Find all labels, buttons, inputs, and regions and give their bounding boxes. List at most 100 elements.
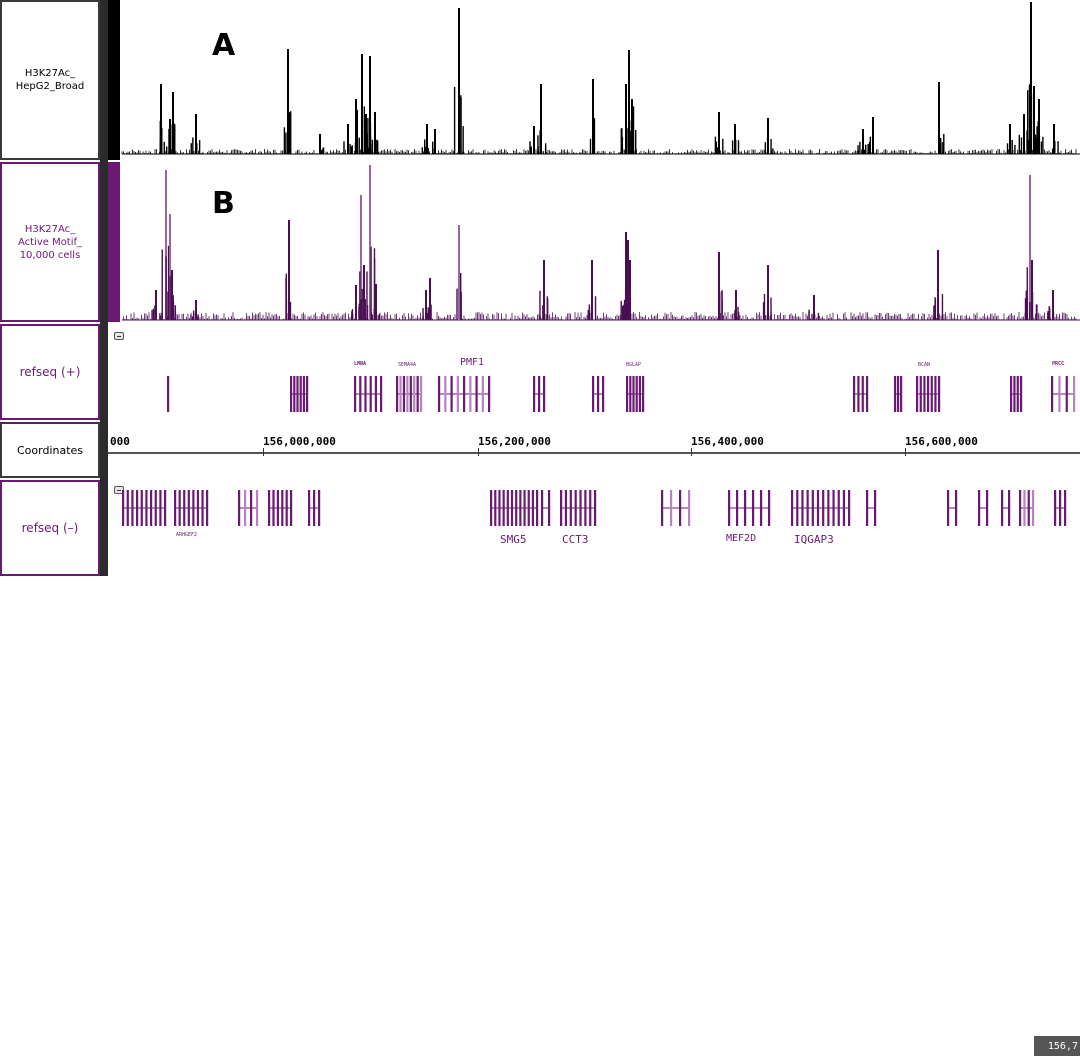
gene-label-sema4a[interactable]: SEMA4A — [398, 362, 417, 368]
gene-exon — [136, 490, 139, 526]
gene-exon — [481, 376, 484, 412]
coordinate-tick-label: 000 — [110, 435, 130, 448]
gene-exon — [238, 490, 241, 526]
gene-exon — [498, 490, 501, 526]
gene-exon — [1051, 376, 1054, 412]
gene-exon — [560, 490, 563, 526]
gene-label-cct3[interactable]: CCT3 — [562, 533, 589, 546]
gene-exon — [396, 376, 399, 412]
track-label-refseq-minus[interactable]: refseq (–) — [0, 480, 100, 576]
gene-exon — [131, 490, 134, 526]
gene-label-smg5[interactable]: SMG5 — [500, 533, 527, 546]
coordinate-tick-label: 156,000,000 — [263, 435, 336, 448]
gene-exon — [947, 490, 950, 526]
coordinate-tick-label: 156,400,000 — [691, 435, 764, 448]
gene-exon — [574, 490, 577, 526]
gene-exon — [290, 376, 293, 412]
refseq-plus-track[interactable]: LMNA SEMA4A PMF1 BGLAP BCAN PRCC — [108, 324, 1080, 420]
gene-exon — [638, 376, 641, 412]
track-label-text: Coordinates — [16, 443, 84, 457]
signal-track-a[interactable]: A — [108, 0, 1080, 160]
gene-exon — [276, 490, 279, 526]
gene-exon — [174, 490, 177, 526]
gene-label-bcan[interactable]: BCAN — [918, 362, 931, 368]
gene-exon — [523, 490, 526, 526]
gene-exon — [1058, 376, 1061, 412]
gene-exon — [853, 376, 856, 412]
gene-exon — [250, 490, 253, 526]
gene-exon — [589, 490, 592, 526]
gene-exon — [469, 376, 472, 412]
gene-exon — [359, 376, 362, 412]
gene-exon — [1059, 490, 1062, 526]
gene-exon — [688, 490, 691, 526]
gene-exon — [978, 490, 981, 526]
gene-exon — [602, 376, 605, 412]
gene-exon — [632, 376, 635, 412]
gene-exon — [178, 490, 181, 526]
gene-exon — [527, 490, 530, 526]
gene-exon — [150, 490, 153, 526]
collapse-toggle-icon[interactable] — [114, 332, 124, 340]
gene-exon — [816, 490, 820, 526]
track-label-h3k27ac-hepg2[interactable]: H3K27Ac_ HepG2_Broad — [0, 0, 100, 160]
panel-letter-a: A — [212, 28, 236, 63]
gene-exon — [533, 376, 536, 412]
gene-exon — [369, 376, 372, 412]
gene-exon — [502, 490, 505, 526]
gene-exon — [285, 490, 288, 526]
signal-track-b[interactable]: B — [108, 162, 1080, 322]
gene-label-pmf1[interactable]: PMF1 — [460, 357, 485, 368]
gene-label-arhgef2[interactable]: ARHGEF2 — [176, 532, 198, 538]
gene-exon — [201, 490, 204, 526]
gene-exon — [642, 376, 645, 412]
gene-exon — [923, 376, 926, 412]
gene-exon — [592, 376, 595, 412]
gene-exon — [281, 490, 284, 526]
gene-exon — [268, 490, 271, 526]
gene-exon — [1023, 490, 1026, 526]
gene-exon — [897, 376, 900, 412]
gene-exon — [916, 376, 919, 412]
gene-exon — [374, 376, 377, 412]
end-coordinate-readout: 156,7 — [1034, 1036, 1080, 1056]
gene-exon — [679, 490, 682, 526]
gene-exon — [490, 490, 493, 526]
gene-exon — [438, 376, 441, 412]
coordinate-tick-label: 156,600,000 — [905, 435, 978, 448]
gene-exon — [927, 376, 930, 412]
gene-exon — [597, 376, 600, 412]
gene-exon — [1013, 376, 1016, 412]
coordinate-tick — [905, 448, 906, 456]
gene-label-prcc[interactable]: PRCC — [1052, 361, 1065, 367]
gene-exon — [1001, 490, 1004, 526]
gene-exon — [290, 490, 293, 526]
gene-exon — [629, 376, 632, 412]
gene-exon — [661, 490, 664, 526]
gene-exon — [626, 376, 629, 412]
refseq-minus-track[interactable]: ARHGEF2 SMG5 CCT3 MEF2D IQGAP3 156,7 — [108, 480, 1080, 1056]
gene-label-lmna[interactable]: LMNA — [354, 361, 367, 367]
coordinate-tick — [691, 448, 692, 456]
gene-exon — [894, 376, 897, 412]
gene-exon — [1016, 376, 1019, 412]
gene-exon — [506, 490, 509, 526]
gene-exon — [1064, 490, 1067, 526]
gene-exon — [594, 490, 597, 526]
gene-exon — [494, 490, 497, 526]
gene-exon — [272, 490, 275, 526]
track-label-coordinates[interactable]: Coordinates — [0, 422, 100, 478]
track-label-h3k27ac-active-motif[interactable]: H3K27Ac_ Active Motif_ 10,000 cells — [0, 162, 100, 322]
track-label-refseq-plus[interactable]: refseq (+) — [0, 324, 100, 420]
gene-label-mef2d[interactable]: MEF2D — [726, 533, 757, 544]
gene-label-bglap[interactable]: BGLAP — [626, 362, 642, 368]
gene-exon — [1054, 490, 1057, 526]
coordinate-tick — [478, 448, 479, 456]
gene-exon — [409, 376, 412, 412]
gene-exon — [154, 490, 157, 526]
coordinates-track[interactable]: 000 156,000,000 156,200,000 156,400,000 … — [108, 422, 1080, 478]
gene-exon — [934, 376, 937, 412]
gene-label-iqgap3[interactable]: IQGAP3 — [794, 533, 834, 546]
gene-exon — [187, 490, 190, 526]
gene-exon — [420, 376, 423, 412]
